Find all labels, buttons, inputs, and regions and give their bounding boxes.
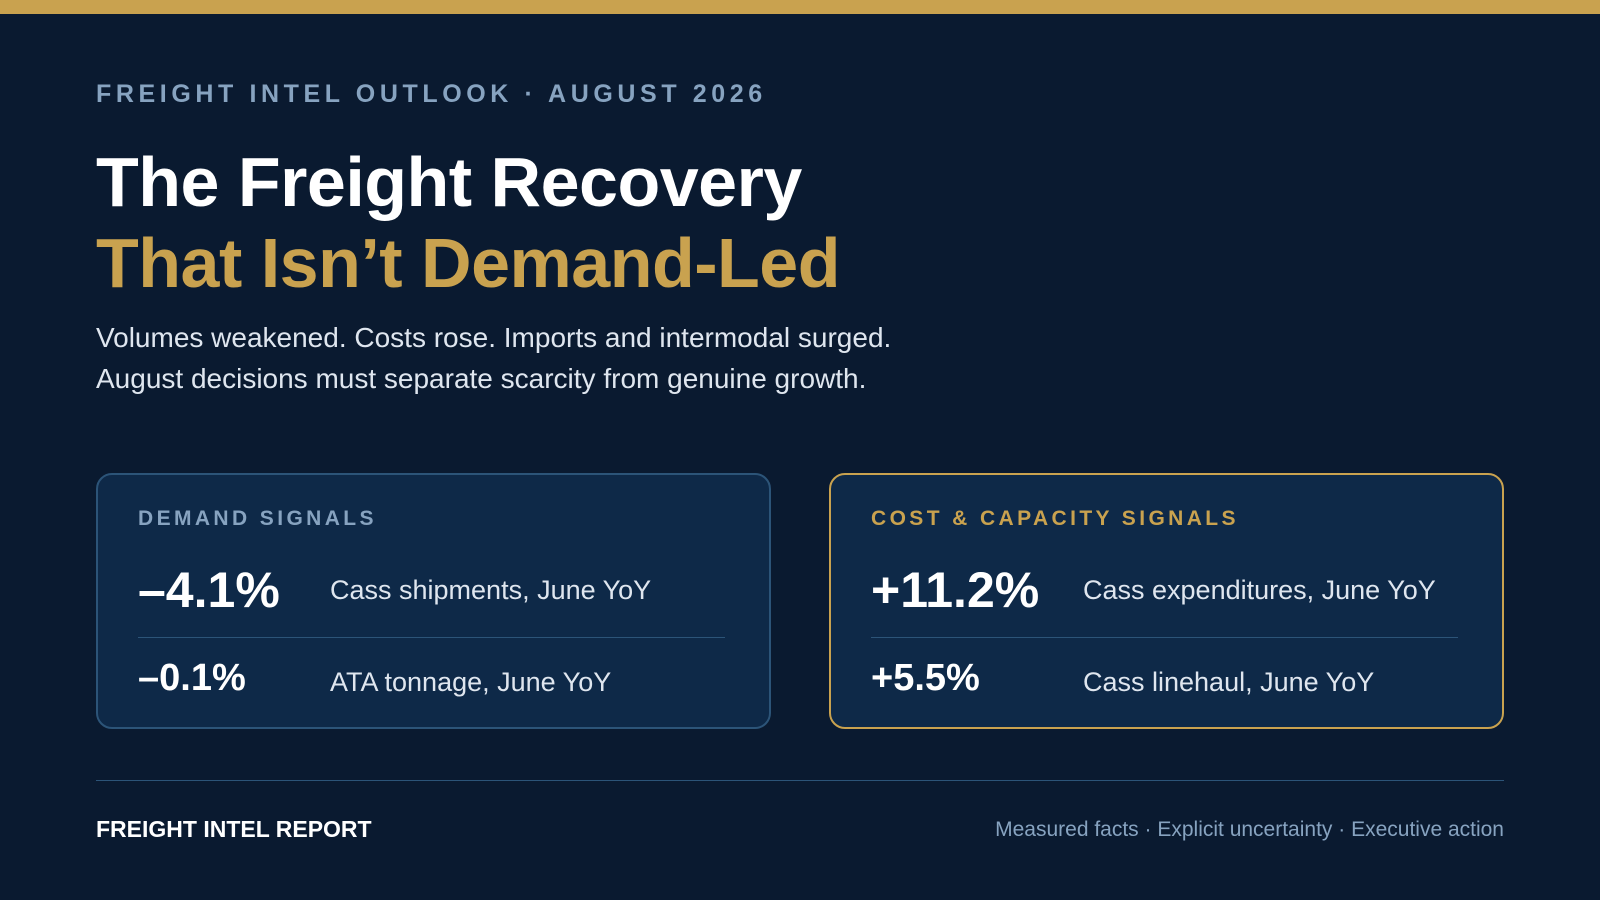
footer-brand: FREIGHT INTEL REPORT [96,816,372,842]
stat-label: Cass shipments, June YoY [330,575,652,605]
panel-heading: DEMAND SIGNALS [138,507,377,530]
stat-row: –4.1% Cass shipments, June YoY [138,561,725,621]
panel-divider [871,637,1458,638]
stat-label: ATA tonnage, June YoY [330,667,612,697]
stat-value: –4.1% [138,562,280,618]
stat-row: +5.5% Cass linehaul, June YoY [871,653,1458,713]
eyebrow-label: FREIGHT INTEL OUTLOOK · AUGUST 2026 [96,80,767,108]
stat-label: Cass linehaul, June YoY [1083,667,1375,697]
stat-row: +11.2% Cass expenditures, June YoY [871,561,1458,621]
cost-capacity-signals-panel: COST & CAPACITY SIGNALS +11.2% Cass expe… [829,473,1504,729]
stat-value: +5.5% [871,657,980,699]
subtitle-line-1: Volumes weakened. Costs rose. Imports an… [96,322,892,353]
stat-label: Cass expenditures, June YoY [1083,575,1436,605]
panel-divider [138,637,725,638]
demand-signals-panel: DEMAND SIGNALS –4.1% Cass shipments, Jun… [96,473,771,729]
stat-row: –0.1% ATA tonnage, June YoY [138,653,725,713]
stat-value: –0.1% [138,657,246,699]
page-title-line-1: The Freight Recovery [96,143,802,221]
footer-divider [96,780,1504,781]
panel-heading: COST & CAPACITY SIGNALS [871,507,1239,530]
subtitle-line-2: August decisions must separate scarcity … [96,363,867,394]
top-accent-bar [0,0,1600,14]
footer-tagline: Measured facts · Explicit uncertainty · … [995,818,1504,841]
stat-value: +11.2% [871,562,1040,618]
page-title-line-2: That Isn’t Demand-Led [96,224,840,302]
